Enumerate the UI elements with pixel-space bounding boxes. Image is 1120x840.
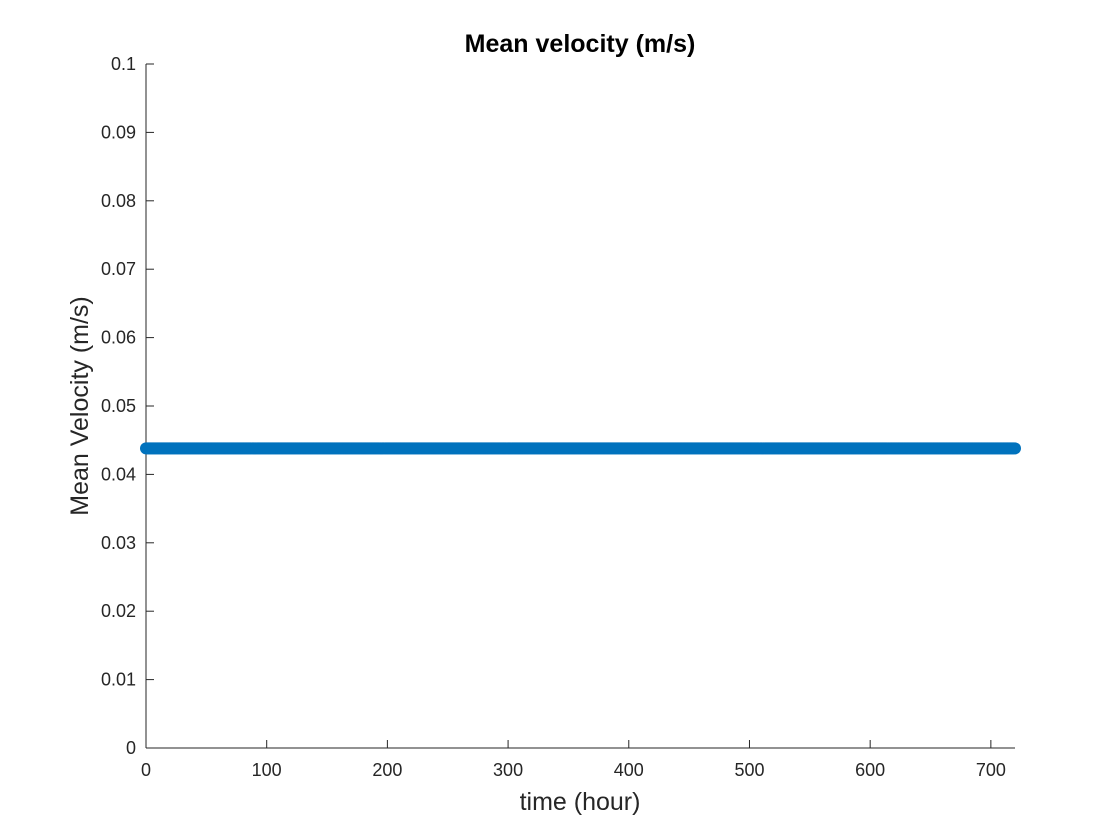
y-tick-label: 0.09: [101, 122, 136, 142]
x-tick-label: 600: [855, 760, 885, 780]
x-tick-label: 300: [493, 760, 523, 780]
x-tick-label: 200: [372, 760, 402, 780]
y-ticks: 0 0.01 0.02 0.03 0.04 0.05 0.06 0.07 0.08 0.09 0.1: [101, 54, 154, 758]
y-tick-label: 0.04: [101, 464, 136, 484]
data-point: [1009, 442, 1021, 455]
y-tick-label: 0.07: [101, 259, 136, 279]
x-axis-label: time (hour): [520, 788, 641, 816]
y-tick-label: 0.02: [101, 601, 136, 621]
x-tick-label: 400: [614, 760, 644, 780]
chart-title: Mean velocity (m/s): [465, 30, 696, 58]
y-tick-label: 0: [126, 738, 136, 758]
x-tick-label: 700: [976, 760, 1006, 780]
y-tick-label: 0.03: [101, 533, 136, 553]
axes: 0 100 200 300 400 500 600 700 0 0.01 0.02 0.03 0.04…: [101, 54, 1015, 780]
x-tick-label: 100: [252, 760, 282, 780]
y-axis-label: Mean Velocity (m/s): [66, 296, 94, 516]
y-tick-label: 0.1: [111, 54, 136, 74]
x-tick-label: 0: [141, 760, 151, 780]
y-tick-label: 0.05: [101, 396, 136, 416]
x-tick-label: 500: [734, 760, 764, 780]
y-tick-label: 0.08: [101, 191, 136, 211]
y-tick-label: 0.06: [101, 328, 136, 348]
x-ticks: 0 100 200 300 400 500 600 700: [141, 740, 1006, 780]
y-tick-label: 0.01: [101, 670, 136, 690]
series-markers: [140, 442, 1021, 455]
